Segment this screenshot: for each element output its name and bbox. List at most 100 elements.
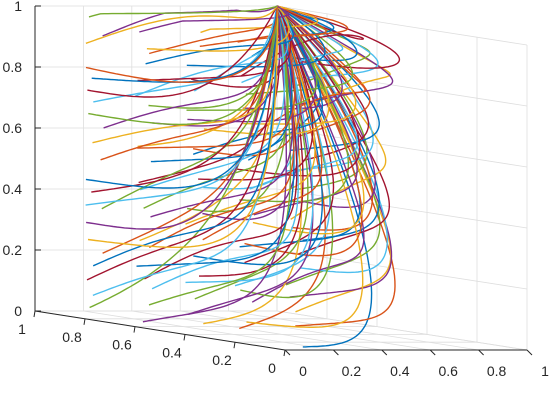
- z-tick-label: 0.4: [3, 181, 23, 197]
- x-tick-mark: [33, 310, 36, 318]
- trajectory-line: [251, 5, 366, 137]
- trajectory-line: [136, 5, 295, 267]
- trajectory-lines: [85, 5, 401, 348]
- x-tick-label: 0.6: [112, 337, 132, 353]
- trajectory-line: [276, 5, 358, 62]
- trajectory-line: [100, 5, 278, 161]
- trajectory-line: [243, 5, 357, 125]
- x-tick-label: 1: [18, 321, 26, 337]
- trajectory-line: [92, 5, 278, 267]
- z-tick-label: 0.6: [3, 120, 23, 136]
- trajectory-line: [85, 5, 278, 44]
- trajectory-line: [276, 5, 374, 172]
- trajectory-line: [276, 5, 392, 313]
- trajectory-line: [88, 5, 278, 18]
- trajectory-line: [86, 5, 278, 281]
- y-tick-mark: [333, 349, 339, 356]
- trajectory-line: [148, 5, 295, 249]
- trajectory-line: [87, 5, 278, 248]
- y-tick-mark: [284, 349, 291, 356]
- trajectory-line: [85, 5, 278, 83]
- trajectory-line: [93, 5, 278, 103]
- trajectory-line: [91, 5, 278, 83]
- trajectory-line: [234, 5, 331, 287]
- trajectory-line: [276, 5, 389, 274]
- z-tick-label: 0: [14, 303, 22, 319]
- x-tick-mark: [133, 326, 136, 333]
- y-tick-mark: [381, 349, 388, 356]
- y-tick-label: 0.4: [390, 363, 410, 379]
- trajectory-line: [144, 5, 298, 280]
- trajectory-line: [102, 5, 278, 254]
- trajectory-line: [276, 5, 401, 69]
- trajectory-line: [276, 5, 379, 80]
- trajectory-line: [251, 5, 365, 303]
- y-tick-label: 1: [541, 363, 549, 379]
- trajectory-line: [235, 5, 361, 177]
- x-tick-label: 0.2: [212, 352, 232, 368]
- x-tick-label: 0: [268, 360, 276, 376]
- x-tick-mark: [183, 334, 186, 341]
- trajectory-line: [249, 5, 358, 190]
- x-tick-mark: [233, 342, 236, 349]
- y-tick-label: 0: [299, 363, 307, 379]
- trajectory-line: [192, 5, 302, 157]
- trajectory-line: [150, 5, 293, 163]
- trajectory-line: [203, 5, 300, 190]
- trajectory-line: [148, 5, 292, 306]
- trajectory-line: [143, 5, 289, 209]
- grid-line: [83, 310, 334, 351]
- trajectory-line: [85, 5, 278, 189]
- grid-line: [276, 5, 528, 46]
- trajectory-line: [246, 5, 364, 328]
- trajectory-line: [88, 5, 278, 126]
- trajectory-line: [85, 5, 278, 230]
- trajectory-line: [137, 5, 292, 82]
- y-tick-mark: [526, 349, 533, 356]
- z-tick-label: 1: [14, 0, 22, 14]
- trajectory-line: [92, 5, 278, 297]
- grid-line: [228, 310, 479, 351]
- trajectory-line: [85, 5, 278, 206]
- trajectory-line: [239, 5, 350, 203]
- trajectory-line: [103, 5, 278, 129]
- trajectory-line: [142, 5, 287, 323]
- trajectory-line: [101, 5, 278, 210]
- x-tick-label: 0.4: [162, 344, 182, 360]
- trajectory-line: [202, 5, 323, 241]
- tick-labels: 0 0.2 0.4 0.6 0.8 1 0 0.2 0.4 0.6 0.8 1 0 0.2 0.4 0.6 0.…: [3, 0, 550, 379]
- y-tick-label: 0.8: [487, 363, 507, 379]
- trajectory-line: [185, 5, 314, 284]
- z-tick-label: 0.2: [3, 242, 23, 258]
- x-axis-line: [34, 310, 286, 351]
- trajectory-line: [150, 5, 294, 218]
- grid-line: [276, 249, 528, 290]
- trajectory-line: [276, 5, 393, 298]
- trajectory-line: [89, 5, 278, 309]
- grid-line: [276, 310, 528, 351]
- trajectory-line: [139, 5, 290, 33]
- y-tick-mark: [478, 349, 484, 356]
- trajectory-line: [276, 5, 396, 327]
- trajectory-line: [151, 5, 299, 290]
- trajectory-line: [276, 5, 368, 191]
- axes: [33, 5, 533, 357]
- x-tick-mark: [83, 318, 86, 325]
- y-tick-label: 0.6: [438, 363, 458, 379]
- trajectory-line: [200, 5, 319, 34]
- trajectory-line: [199, 5, 304, 277]
- trajectory-line: [92, 5, 278, 144]
- trajectory-line: [140, 5, 286, 191]
- trajectory-line: [276, 5, 371, 89]
- trajectory-line: [245, 5, 354, 95]
- z-tick-label: 0.8: [3, 59, 23, 75]
- trajectory-line: [87, 5, 278, 98]
- trajectory-line: [187, 5, 288, 213]
- trajectory-line: [276, 5, 390, 255]
- y-tick-label: 0.2: [342, 363, 362, 379]
- trajectory-line: [194, 5, 309, 300]
- grid-line: [180, 310, 431, 351]
- trajectory-line: [276, 5, 374, 231]
- y-tick-mark: [429, 349, 436, 356]
- grid-line: [276, 188, 528, 229]
